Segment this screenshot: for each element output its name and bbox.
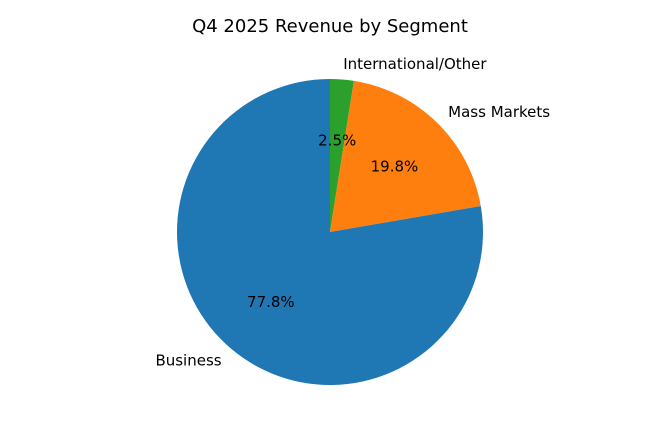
slice-pct-label: 2.5% [318,131,356,149]
slice-label: Business [155,352,221,370]
chart-title: Q4 2025 Revenue by Segment [192,16,468,37]
slice-pct-label: 19.8% [371,158,419,176]
pie-slice-international-other [330,79,354,232]
slice-label: Mass Markets [448,103,550,121]
slice-label: International/Other [343,55,487,73]
slice-pct-label: 77.8% [247,293,295,311]
pie-slice-mass-markets [330,80,481,232]
pie-slice-business [177,79,483,385]
